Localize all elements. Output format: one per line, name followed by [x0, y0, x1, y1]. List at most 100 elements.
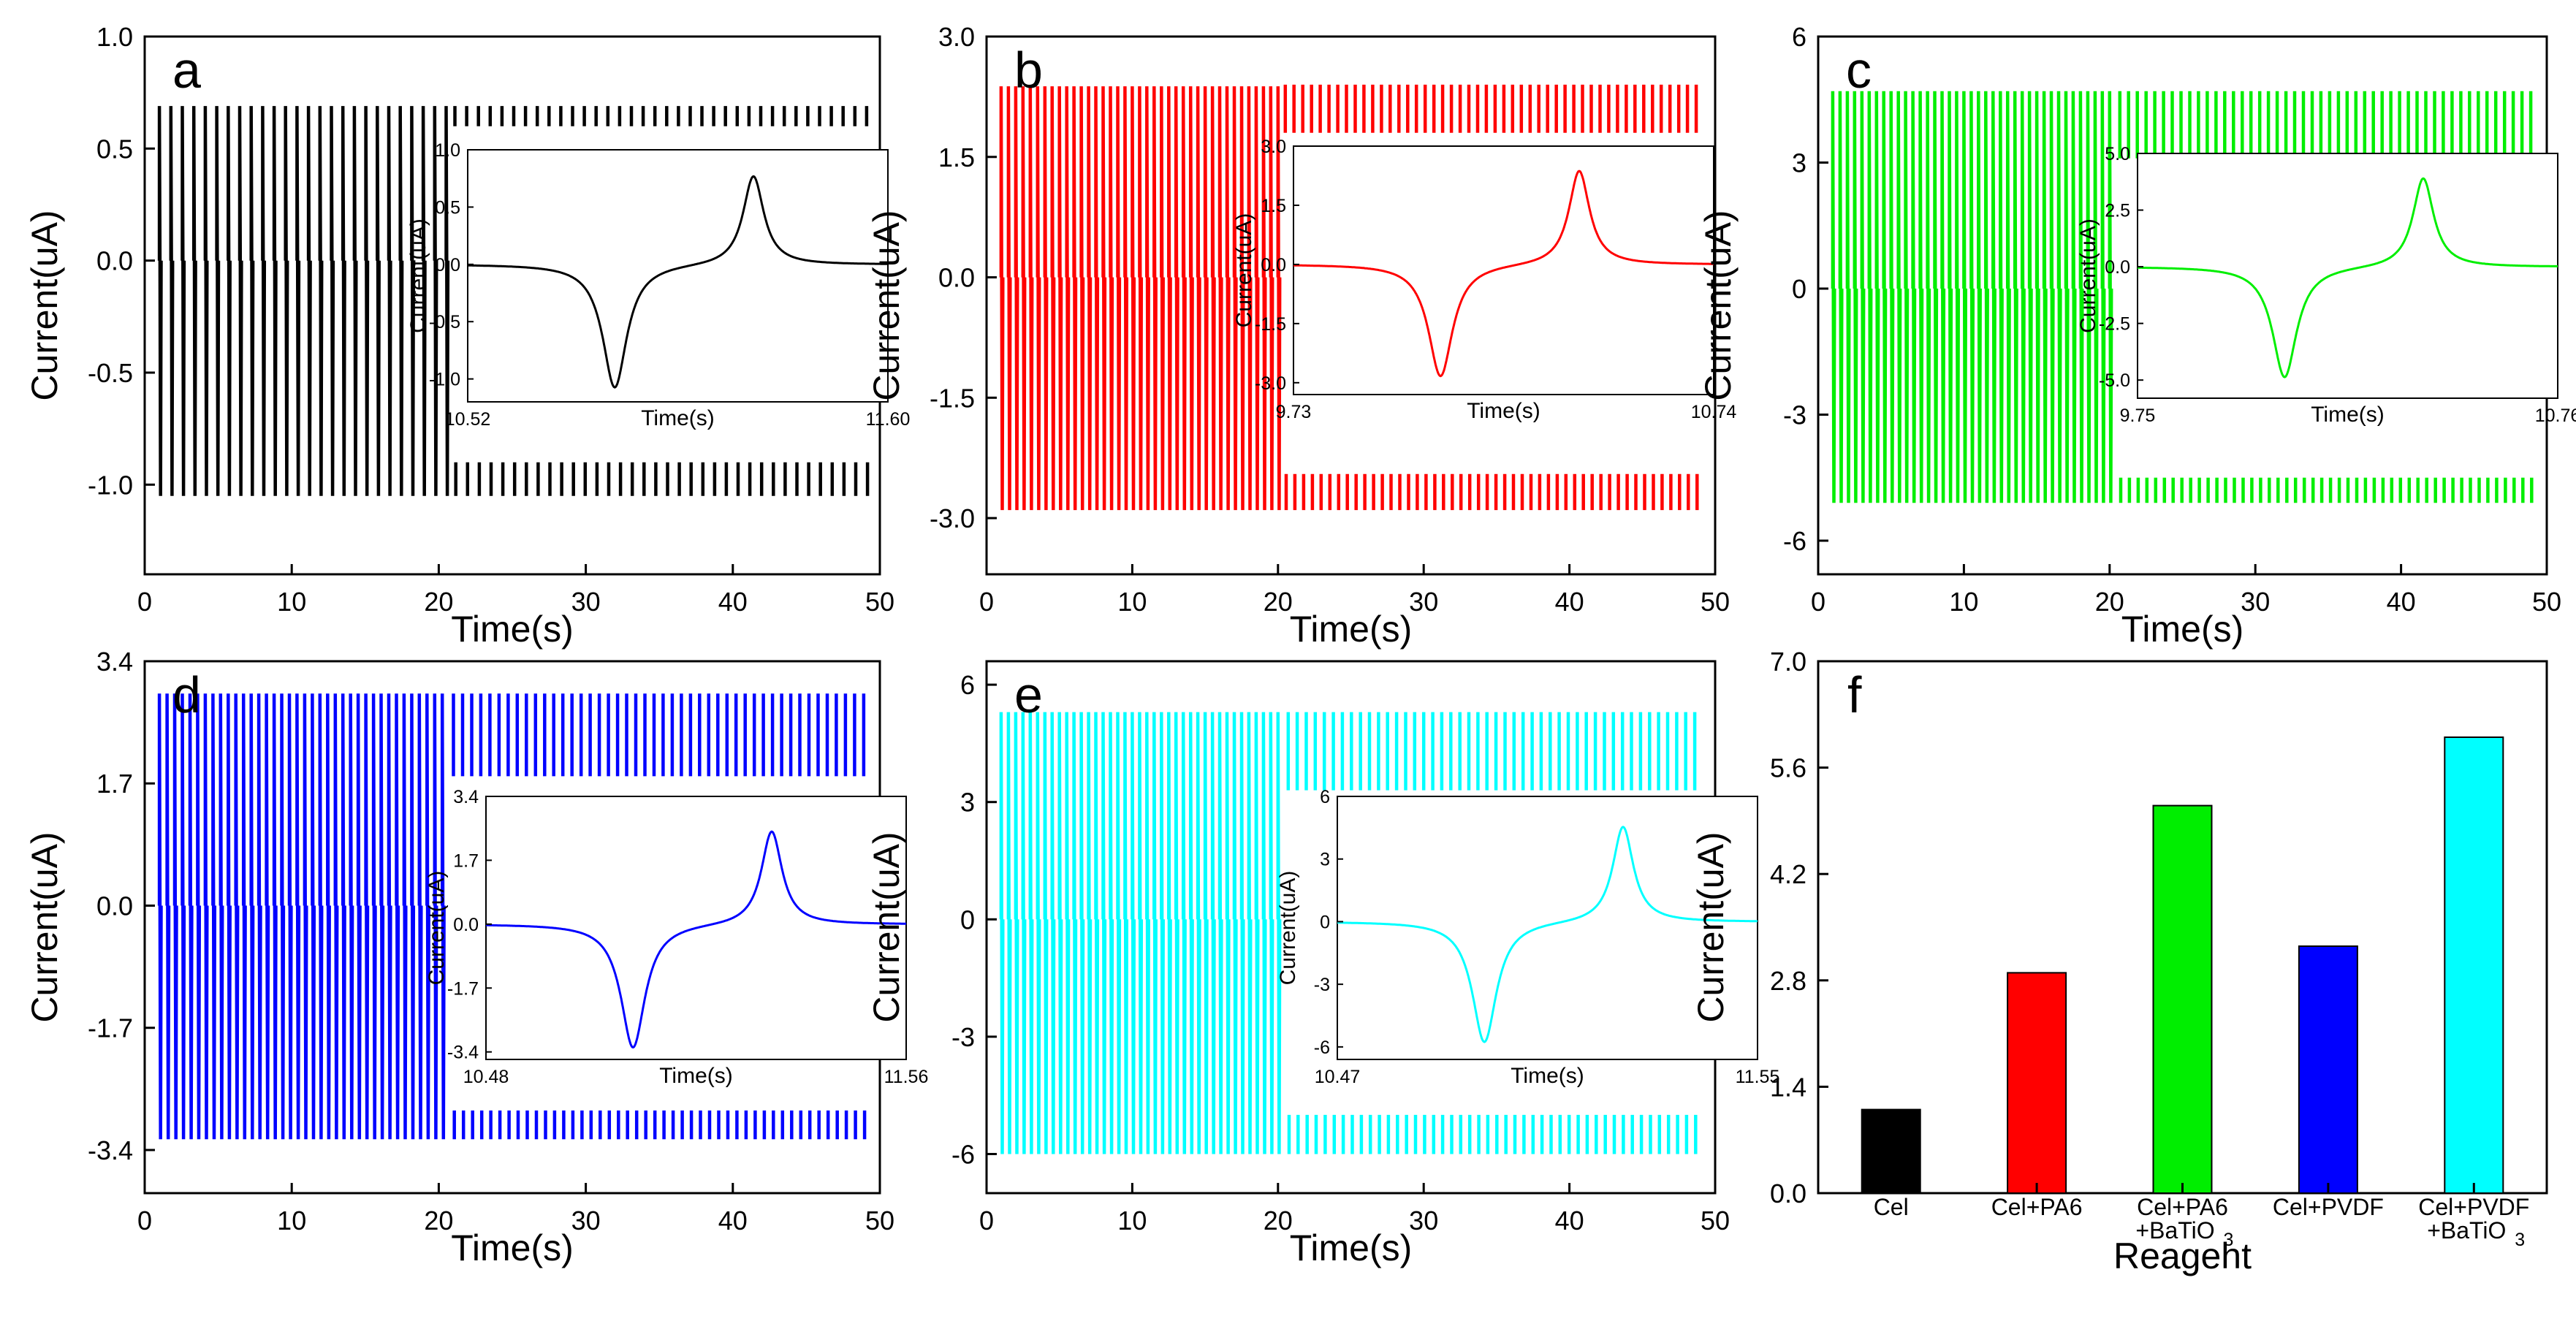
- y-axis-label: Current(uA): [1690, 831, 1731, 1022]
- category-label: Cel+PA6: [1991, 1194, 2083, 1220]
- y-tick-label: -1.7: [88, 1013, 133, 1043]
- x-tick-label: 20: [1264, 1206, 1293, 1236]
- x-tick-label: 30: [1409, 1206, 1438, 1236]
- inset-curve: [2138, 177, 2558, 378]
- inset-x-tick-label: 10.52: [445, 409, 491, 430]
- y-tick-label: 3: [1792, 148, 1806, 178]
- inset-y-tick-label: -0.5: [429, 312, 460, 332]
- bar: [2007, 972, 2067, 1195]
- x-tick-label: 30: [571, 587, 601, 617]
- y-tick-label: 6: [960, 670, 975, 700]
- y-tick-label: -3.0: [930, 503, 975, 533]
- inset-y-tick-label: 3: [1320, 850, 1330, 870]
- x-tick-label: 20: [1264, 587, 1293, 617]
- y-tick-label: -3: [1783, 400, 1806, 430]
- inset-y-tick-label: -3: [1314, 975, 1330, 995]
- inset-y-tick-label: -1.0: [429, 370, 460, 390]
- inset-y-tick-label: 1.0: [435, 140, 460, 161]
- inset-x-tick-label: 9.75: [2120, 406, 2156, 426]
- y-tick-label: -6: [1783, 526, 1806, 556]
- y-tick-label: -1.5: [930, 383, 975, 413]
- x-tick-label: 30: [571, 1206, 601, 1236]
- inset-y-axis-label: Current(uA): [2076, 218, 2100, 333]
- panel-b: 0 10 20 30 40 50 3.0 1.5 0.0 -1.5 -3.0 Time(s) Curre…: [866, 22, 1736, 650]
- inset-curve: [486, 830, 906, 1049]
- y-tick-label: 1.4: [1770, 1072, 1806, 1102]
- x-tick-label: 10: [1117, 1206, 1147, 1236]
- x-tick-label: 40: [2387, 587, 2416, 617]
- y-tick-label: 0: [960, 905, 975, 934]
- x-axis-label: Time(s): [451, 609, 574, 650]
- inset-y-tick-label: -5.0: [2099, 370, 2130, 391]
- y-tick-label: -3.4: [88, 1135, 133, 1165]
- inset-y-axis-label: Current(uA): [1232, 213, 1256, 328]
- y-axis-label: Current(uA): [24, 831, 65, 1022]
- y-tick-label: 4.2: [1770, 859, 1806, 889]
- inset-y-axis-label: Current(uA): [1276, 871, 1300, 986]
- inset-x-axis-label: Time(s): [1511, 1064, 1584, 1088]
- bar: [1861, 1108, 1921, 1194]
- y-tick-label: 6: [1792, 22, 1806, 52]
- inset-y-axis-label: Current(uA): [406, 218, 430, 333]
- x-axis-label: Reageht: [2113, 1236, 2252, 1276]
- x-tick-label: 50: [865, 1206, 894, 1236]
- inset-frame: [1293, 145, 1714, 395]
- x-tick-label: 10: [277, 587, 306, 617]
- inset-y-tick-label: 1.5: [1261, 196, 1286, 216]
- x-tick-label: 40: [1555, 1206, 1584, 1236]
- inset-x-tick-label: 11.60: [866, 409, 911, 430]
- plot-frame: [985, 35, 1717, 576]
- inset-y-tick-label: 5.0: [2105, 144, 2130, 164]
- series-line: [157, 106, 870, 496]
- x-tick-label: 20: [2095, 587, 2124, 617]
- x-tick-label: 40: [718, 587, 748, 617]
- panel-c: 0 10 20 30 40 50630-3-6Time(s)Current(uA)c9.7…: [1698, 22, 2576, 650]
- x-tick-label: 10: [1949, 587, 1978, 617]
- inset-x-tick-label: 11.56: [884, 1067, 929, 1087]
- x-axis-label: Time(s): [1290, 609, 1413, 650]
- y-tick-label: 5.6: [1770, 753, 1806, 783]
- series-line: [1831, 91, 2534, 503]
- inset-c: 9.75 10.76 5.0 2.5 0.0 -2.5 -5.0 Time(s) Current…: [2076, 144, 2576, 427]
- category-label: Cel: [1874, 1194, 1909, 1220]
- category-subscript: 3: [2224, 1230, 2234, 1250]
- bar: [2298, 945, 2358, 1194]
- inset-x-tick-label: 10.48: [463, 1067, 509, 1087]
- inset-x-axis-label: Time(s): [659, 1064, 733, 1088]
- bar: [2152, 804, 2213, 1194]
- x-tick-label: 0: [137, 587, 152, 617]
- panel-a: 0 10 20 30 40 50 1.0 0.5 0.0 -0.5 -1.0 Time(s) Curre…: [24, 22, 910, 650]
- inset-a: 10.52 11.60 1.0 0.5 0.0 -0.5 -1.0 Time(s) Curren…: [406, 140, 910, 430]
- y-tick-label: 1.5: [938, 142, 975, 172]
- y-tick-label: 0.0: [96, 246, 133, 276]
- y-tick-label: 1.7: [96, 769, 133, 799]
- y-axis-label: Current(uA): [24, 210, 65, 400]
- y-tick-label: 0.5: [96, 134, 133, 164]
- series-line: [157, 693, 867, 1140]
- panel-label: c: [1846, 42, 1872, 99]
- x-tick-label: 30: [2241, 587, 2270, 617]
- inset-y-tick-label: 3.4: [453, 787, 479, 807]
- y-tick-label: -1.0: [88, 470, 133, 500]
- inset-y-axis-label: Current(uA): [425, 871, 449, 986]
- y-tick-label: -3: [951, 1022, 975, 1052]
- inset-frame: [2137, 153, 2558, 399]
- y-tick-label: 0.0: [96, 891, 133, 921]
- inset-y-tick-label: 0.0: [435, 255, 460, 275]
- x-tick-label: 0: [137, 1206, 152, 1236]
- x-axis-label: Time(s): [2121, 609, 2244, 650]
- series-line: [999, 712, 1698, 1154]
- panel-e: 0 10 20 30 40 50630-3-6Time(s)Current(uA)e10.…: [866, 660, 1779, 1268]
- inset-x-tick-label: 10.76: [2535, 406, 2576, 426]
- inset-y-tick-label: 0: [1320, 912, 1330, 932]
- panel-f: 7.05.64.22.81.40.0 Cel Cel+PA6 Cel+PA6+BaTi…: [1690, 647, 2548, 1276]
- category-label-line2: +BaTiO: [2135, 1217, 2214, 1244]
- x-tick-label: 0: [979, 1206, 994, 1236]
- category-label: Cel+PVDF: [2418, 1194, 2529, 1220]
- inset-frame: [1337, 796, 1758, 1060]
- y-axis-label: Current(uA): [866, 210, 907, 400]
- inset-x-axis-label: Time(s): [2311, 403, 2385, 427]
- inset-y-tick-label: 0.5: [435, 197, 460, 218]
- panel-label: d: [172, 666, 201, 723]
